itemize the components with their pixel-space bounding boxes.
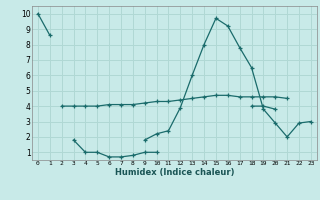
X-axis label: Humidex (Indice chaleur): Humidex (Indice chaleur) [115,168,234,177]
